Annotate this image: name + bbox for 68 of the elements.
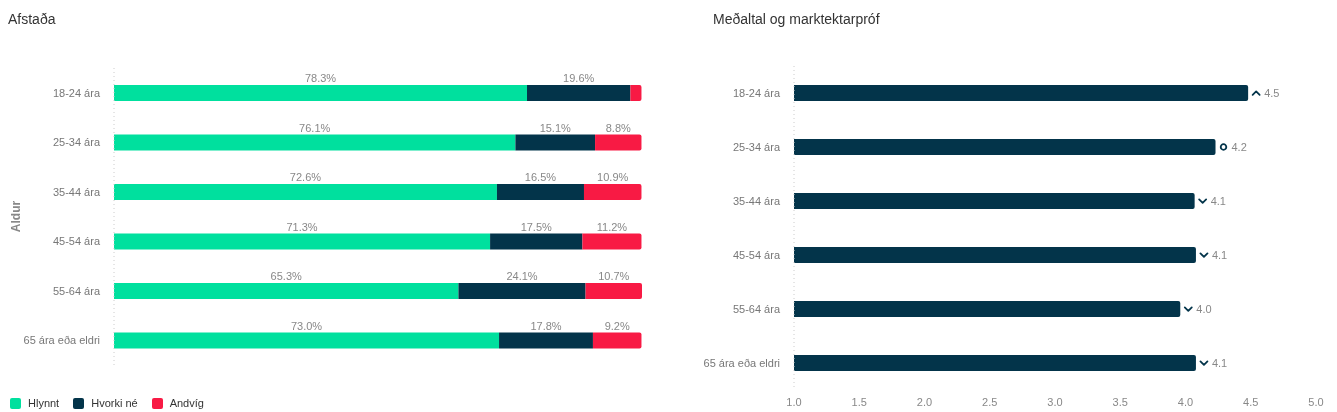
- y-axis-title: Aldur: [9, 200, 24, 233]
- x-tick-label: 1.5: [851, 395, 867, 408]
- data-label: 11.2%: [596, 220, 628, 233]
- y-tick-label: 18-24 ára: [52, 86, 101, 99]
- data-label: 73.0%: [290, 319, 323, 332]
- x-tick-label: 2.5: [982, 395, 998, 408]
- y-tick-label: 25-34 ára: [732, 140, 781, 153]
- x-tick-label: 4.5: [1243, 395, 1259, 408]
- y-tick-label: 45-54 ára: [732, 248, 781, 261]
- data-label: 72.6%: [289, 171, 322, 183]
- data-label: 4.1: [1211, 357, 1228, 369]
- y-tick-label: 65 ára eða eldri: [703, 356, 780, 369]
- y-tick-label: 25-34 ára: [52, 136, 101, 149]
- y-tick-label: 35-44 ára: [732, 194, 781, 207]
- bar: [583, 184, 642, 200]
- x-tick-label: 3.0: [1047, 395, 1063, 408]
- data-label: 65.3%: [270, 270, 303, 282]
- data-label: 24.1%: [506, 270, 538, 282]
- data-label: 17.8%: [530, 319, 562, 332]
- x-tick-label: 5.0: [1308, 395, 1324, 408]
- data-label: 10.9%: [597, 171, 629, 183]
- y-tick-label: 35-44 ára: [52, 185, 101, 198]
- bar: [582, 233, 642, 250]
- data-label: 19.6%: [563, 72, 595, 84]
- data-label: 4.1: [1210, 195, 1226, 207]
- data-label: 10.7%: [598, 270, 630, 282]
- chart-title: Afstaða: [8, 11, 56, 27]
- legend-label: Hlynnt: [28, 397, 60, 409]
- legend-label: Hvorki né: [91, 397, 138, 409]
- data-label: 15.1%: [539, 121, 572, 134]
- y-tick-label: 55-64 ára: [732, 302, 781, 315]
- data-label: 71.3%: [286, 220, 318, 233]
- y-tick-label: 18-24 ára: [732, 86, 781, 99]
- data-label: 8.8%: [605, 121, 632, 134]
- data-label: 16.5%: [524, 171, 557, 183]
- bar: [630, 85, 642, 101]
- data-label: 76.1%: [299, 121, 331, 134]
- x-tick-label: 1.0: [786, 395, 802, 408]
- x-tick-label: 4.0: [1177, 395, 1194, 408]
- bar: [114, 332, 500, 349]
- x-tick-label: 3.5: [1112, 395, 1128, 408]
- bar: [496, 184, 584, 200]
- data-label: 4.0: [1196, 303, 1212, 315]
- data-label: 4.5: [1264, 87, 1280, 99]
- bar: [114, 85, 528, 101]
- bar: [114, 134, 516, 151]
- data-label: 78.3%: [304, 72, 337, 84]
- y-tick-label: 45-54 ára: [52, 235, 101, 248]
- y-tick-label: 55-64 ára: [52, 284, 101, 297]
- chart-title: Meðaltal og marktektarpróf: [713, 11, 880, 27]
- data-label: 4.1: [1211, 249, 1228, 261]
- bar: [458, 283, 586, 299]
- bar: [527, 85, 631, 101]
- bar: [114, 233, 491, 250]
- y-tick-label: 65 ára eða eldri: [23, 334, 100, 347]
- bar: [499, 332, 593, 349]
- x-tick-label: 2.0: [916, 395, 933, 408]
- legend-label: Andvíg: [169, 397, 204, 409]
- bar: [592, 332, 642, 349]
- bar: [114, 283, 459, 299]
- bar: [585, 283, 642, 299]
- data-label: 4.2: [1231, 141, 1247, 153]
- data-label: 9.2%: [604, 319, 630, 332]
- bar: [515, 134, 596, 151]
- data-label: 17.5%: [520, 220, 553, 233]
- bar: [595, 134, 642, 151]
- bar: [114, 184, 497, 200]
- bar: [490, 233, 583, 250]
